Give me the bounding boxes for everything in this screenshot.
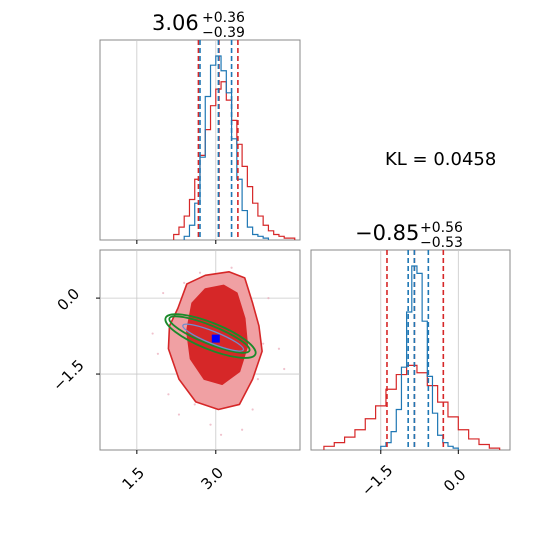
grid-lines <box>136 40 217 240</box>
panel-title-upper-error: +0.36 <box>202 10 245 26</box>
histogram-series <box>323 265 501 450</box>
x-tick-label: −1.5 <box>358 461 396 499</box>
panel-frame <box>310 249 511 451</box>
sample-point <box>162 291 165 295</box>
sample-point <box>156 352 159 355</box>
quantile-lines <box>386 250 445 450</box>
sample-point <box>267 297 270 300</box>
x-tick-label: 1.5 <box>119 464 149 494</box>
sample-point <box>183 281 186 285</box>
panel-title-median: −0.85 <box>355 221 419 245</box>
sample-point <box>177 413 181 416</box>
quantile-lines <box>197 40 239 240</box>
sample-point <box>251 408 254 411</box>
histogram-step-samples_b <box>380 265 459 450</box>
sample-point <box>209 423 212 426</box>
sample-point <box>230 266 233 269</box>
fisher-ellipses <box>164 313 257 359</box>
sample-point <box>277 347 281 350</box>
histogram-panel-param-2: −1.5 0.0 −0.85 +0.56 −0.53 <box>310 220 511 500</box>
sample-point <box>241 428 244 431</box>
fisher-ellipse-2 <box>168 315 251 354</box>
x-ticks: −1.5 0.0 <box>358 450 470 500</box>
panel-title-lower-error: −0.39 <box>202 25 245 41</box>
kl-annotation: KL = 0.0458 <box>385 149 496 170</box>
x-tick-label: 0.0 <box>440 466 470 496</box>
histogram-step-samples_a <box>323 364 501 450</box>
panel-title-lower-error: −0.53 <box>420 235 463 251</box>
sample-point <box>262 342 265 345</box>
x-ticks <box>136 240 217 244</box>
sample-point <box>283 367 286 371</box>
panel-title-upper-error: +0.56 <box>420 220 463 236</box>
sample-point <box>219 433 223 436</box>
fisher-ellipse-3 <box>182 323 245 352</box>
true-value-square <box>211 334 220 343</box>
sample-point <box>256 378 259 381</box>
y-tick-label: −1.5 <box>49 356 87 394</box>
true-value-marker <box>211 334 220 343</box>
histogram-step-samples_b <box>183 55 270 240</box>
sample-points <box>151 266 286 436</box>
sample-point <box>167 393 170 396</box>
histogram-panel-param-1: 3.06 +0.36 −0.39 <box>99 10 301 244</box>
sample-point <box>193 403 196 406</box>
joint-panel: 1.5 3.0 0.0 −1.5 <box>49 249 301 494</box>
sample-point <box>151 332 154 335</box>
sample-point <box>198 271 202 274</box>
fisher-ellipse-1 <box>164 313 257 359</box>
panel-title-median: 3.06 <box>152 11 199 35</box>
x-tick-label: 3.0 <box>197 464 227 494</box>
y-tick-label: 0.0 <box>54 285 84 315</box>
